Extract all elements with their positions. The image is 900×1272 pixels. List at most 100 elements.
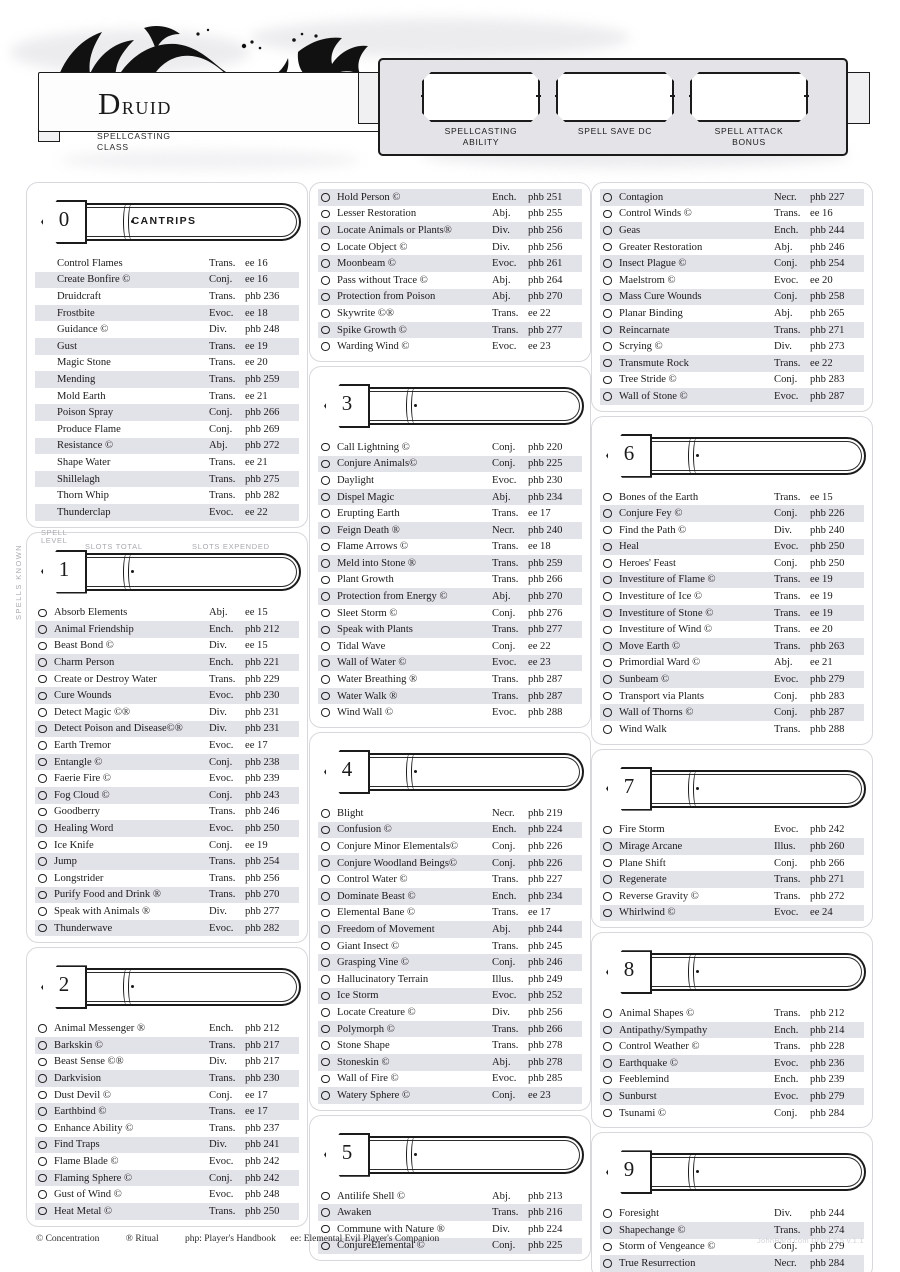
spell-row[interactable]: Jump Trans. phb 254 [35, 853, 299, 870]
spell-row[interactable]: Awaken Trans. phb 216 [318, 1204, 582, 1221]
spell-row[interactable]: Reverse Gravity © Trans. phb 272 [600, 888, 864, 905]
spell-prepared-checkbox[interactable] [318, 908, 333, 918]
spell-row[interactable]: Planar Binding Abj. phb 265 [600, 305, 864, 322]
spell-prepared-checkbox[interactable] [600, 226, 615, 235]
spell-row[interactable]: Investiture of Wind © Trans. ee 20 [600, 621, 864, 638]
spell-row[interactable]: Control Winds © Trans. ee 16 [600, 206, 864, 223]
spell-row[interactable]: Meld into Stone ® Trans. phb 259 [318, 555, 582, 572]
spell-prepared-checkbox[interactable] [35, 1107, 50, 1116]
spell-row[interactable]: Earthquake © Evoc. phb 236 [600, 1054, 864, 1072]
spell-prepared-checkbox[interactable] [35, 757, 50, 767]
spell-prepared-checkbox[interactable] [318, 442, 333, 452]
spell-row[interactable]: Darkvision Trans. phb 230 [35, 1070, 299, 1087]
slots-total-input-9[interactable] [632, 1153, 866, 1192]
spell-row[interactable]: Beast Sense ©® Div. phb 217 [35, 1054, 299, 1071]
spell-row[interactable]: Hold Person © Ench. phb 251 [318, 189, 582, 206]
spell-row[interactable]: Commune with Nature ® Div. phb 224 [318, 1221, 582, 1238]
spell-row[interactable]: Locate Object © Div. phb 256 [318, 239, 582, 256]
spell-row[interactable]: Guidance © Div. phb 248 [35, 321, 299, 338]
spell-row[interactable]: Frostbite Evoc. ee 18 [35, 304, 299, 322]
spell-row[interactable]: Stone Shape Trans. phb 278 [318, 1037, 582, 1054]
spell-row[interactable]: Conjure Minor Elementals© Conj. phb 226 [318, 838, 582, 855]
spell-row[interactable]: Grasping Vine © Conj. phb 246 [318, 954, 582, 971]
spell-row[interactable]: Locate Animals or Plants® Div. phb 256 [318, 222, 582, 239]
spell-row[interactable]: Flame Arrows © Trans. ee 18 [318, 539, 582, 556]
spell-row[interactable]: Heal Evoc. phb 250 [600, 538, 864, 556]
spell-prepared-checkbox[interactable] [318, 509, 333, 518]
spell-prepared-checkbox[interactable] [600, 1092, 615, 1101]
spell-row[interactable]: Dust Devil © Conj. ee 17 [35, 1087, 299, 1104]
spell-row[interactable]: Warding Wind © Evoc. ee 23 [318, 338, 582, 355]
spell-row[interactable]: Maelstrom © Evoc. ee 20 [600, 272, 864, 289]
spell-row[interactable]: Find Traps Div. phb 241 [35, 1136, 299, 1154]
spell-row[interactable]: Investiture of Stone © Trans. ee 19 [600, 604, 864, 622]
spell-row[interactable]: Create or Destroy Water Trans. phb 229 [35, 671, 299, 688]
spell-prepared-checkbox[interactable] [35, 1173, 50, 1183]
spell-prepared-checkbox[interactable] [600, 1042, 615, 1051]
spell-row[interactable]: Wind Walk Trans. phb 288 [600, 721, 864, 738]
spell-row[interactable]: Ice Knife Conj. ee 19 [35, 837, 299, 854]
spellcasting-ability-input[interactable] [422, 72, 540, 122]
spell-row[interactable]: Wind Wall © Evoc. phb 288 [318, 704, 582, 721]
spell-prepared-checkbox[interactable] [600, 1242, 615, 1252]
spell-prepared-checkbox[interactable] [318, 459, 333, 469]
spell-prepared-checkbox[interactable] [600, 1009, 615, 1018]
spell-prepared-checkbox[interactable] [318, 1008, 333, 1017]
spell-prepared-checkbox[interactable] [318, 193, 333, 202]
spell-row[interactable]: Elemental Bane © Trans. ee 17 [318, 905, 582, 922]
spell-prepared-checkbox[interactable] [35, 774, 50, 783]
spell-row[interactable]: Dominate Beast © Ench. phb 234 [318, 888, 582, 905]
spell-row[interactable]: Regenerate Trans. phb 271 [600, 871, 864, 888]
spell-row[interactable]: Mass Cure Wounds Conj. phb 258 [600, 288, 864, 306]
spell-prepared-checkbox[interactable] [318, 975, 333, 984]
spell-row[interactable]: Bones of the Earth Trans. ee 15 [600, 489, 864, 506]
spell-prepared-checkbox[interactable] [600, 642, 615, 651]
slots-expended-input-5[interactable] [354, 1139, 580, 1170]
spell-row[interactable]: Wall of Water © Evoc. ee 23 [318, 654, 582, 672]
spell-prepared-checkbox[interactable] [600, 1259, 615, 1268]
spell-prepared-checkbox[interactable] [318, 608, 333, 618]
spell-row[interactable]: Water Walk ® Trans. phb 287 [318, 687, 582, 705]
spell-prepared-checkbox[interactable] [600, 858, 615, 868]
spell-row[interactable]: Ice Storm Evoc. phb 252 [318, 987, 582, 1005]
spell-prepared-checkbox[interactable] [35, 691, 50, 701]
spell-prepared-checkbox[interactable] [318, 525, 333, 535]
spell-row[interactable]: Control Flames Trans. ee 16 [35, 255, 299, 272]
spell-prepared-checkbox[interactable] [600, 309, 615, 318]
spell-row[interactable]: Gust of Wind © Evoc. phb 248 [35, 1186, 299, 1203]
spell-row[interactable]: Move Earth © Trans. phb 263 [600, 638, 864, 655]
spell-prepared-checkbox[interactable] [600, 691, 615, 701]
spell-row[interactable]: Druidcraft Trans. phb 236 [35, 288, 299, 305]
spell-row[interactable]: Absorb Elements Abj. ee 15 [35, 605, 299, 622]
spell-prepared-checkbox[interactable] [318, 1041, 333, 1050]
spell-prepared-checkbox[interactable] [600, 1059, 615, 1068]
spell-prepared-checkbox[interactable] [318, 276, 333, 285]
spell-row[interactable]: Gust Trans. ee 19 [35, 337, 299, 355]
spell-row[interactable]: Magic Stone Trans. ee 20 [35, 355, 299, 372]
spell-row[interactable]: Fog Cloud © Conj. phb 243 [35, 787, 299, 804]
spell-row[interactable]: Faerie Fire © Evoc. phb 239 [35, 770, 299, 787]
spell-row[interactable]: Confusion © Ench. phb 224 [318, 821, 582, 839]
spell-prepared-checkbox[interactable] [35, 824, 50, 833]
spell-row[interactable]: Protection from Poison Abj. phb 270 [318, 288, 582, 306]
spell-prepared-checkbox[interactable] [318, 575, 333, 585]
spell-prepared-checkbox[interactable] [35, 807, 50, 817]
spell-row[interactable]: Beast Bond © Div. ee 15 [35, 638, 299, 655]
slots-expended-input-6[interactable] [636, 440, 862, 471]
spell-prepared-checkbox[interactable] [35, 608, 50, 618]
slots-expended-input-2[interactable] [71, 972, 297, 1003]
spell-prepared-checkbox[interactable] [600, 1209, 615, 1218]
spell-prepared-checkbox[interactable] [600, 1075, 615, 1085]
spell-row[interactable]: Storm of Vengeance © Conj. phb 279 [600, 1239, 864, 1256]
spell-prepared-checkbox[interactable] [35, 1140, 50, 1150]
spell-row[interactable]: Cure Wounds Evoc. phb 230 [35, 687, 299, 705]
spell-row[interactable]: Daylight Evoc. phb 230 [318, 472, 582, 489]
spell-prepared-checkbox[interactable] [600, 542, 615, 552]
spell-row[interactable]: Find the Path © Div. phb 240 [600, 522, 864, 539]
spell-row[interactable]: Sleet Storm © Conj. phb 276 [318, 605, 582, 622]
spell-prepared-checkbox[interactable] [600, 358, 615, 368]
spell-row[interactable]: Entangle © Conj. phb 238 [35, 753, 299, 771]
spell-row[interactable]: Goodberry Trans. phb 246 [35, 804, 299, 821]
spell-prepared-checkbox[interactable] [600, 193, 615, 202]
spell-prepared-checkbox[interactable] [318, 809, 333, 818]
